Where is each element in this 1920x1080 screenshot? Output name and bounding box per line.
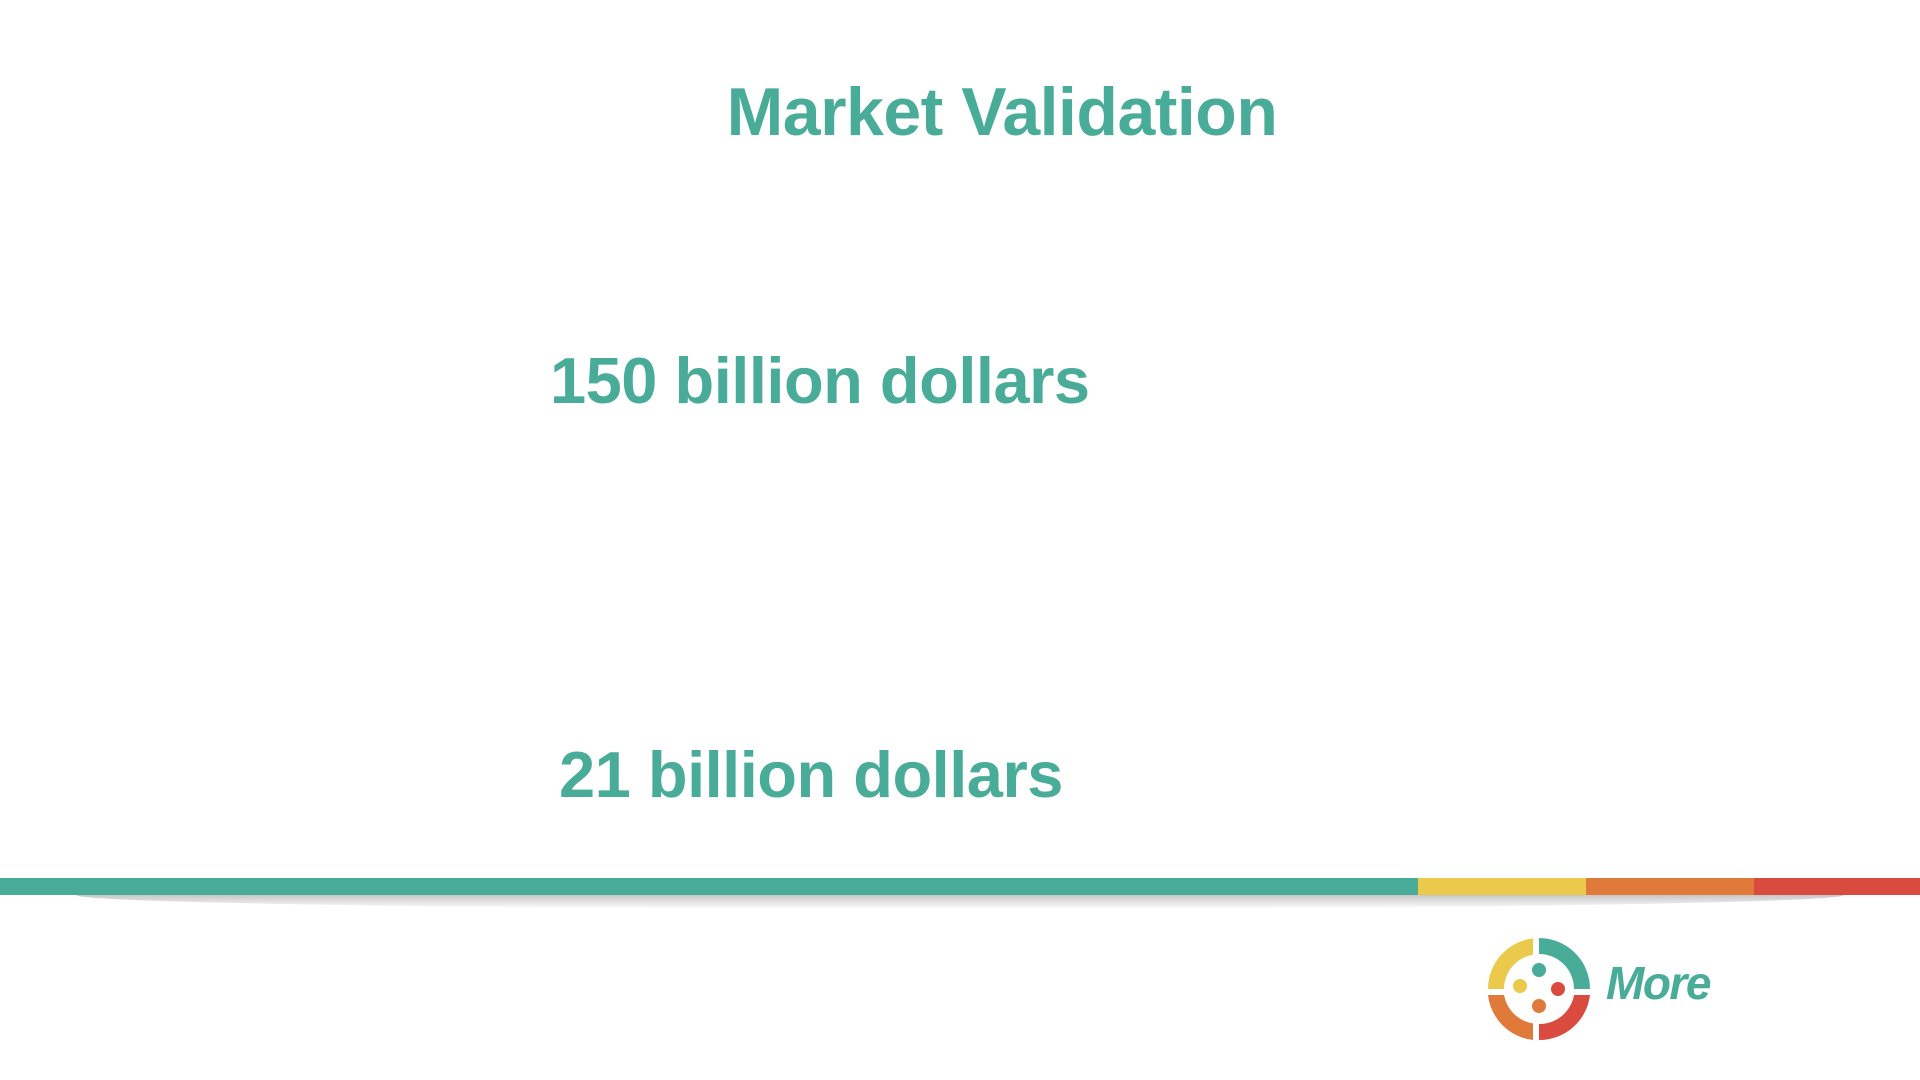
logo-wordmark: More (1606, 957, 1711, 1009)
stat-segment-size: 21 billion dollars (559, 738, 1063, 811)
slide-title: Market Validation (726, 74, 1278, 150)
footer-bar-red-segment (1754, 878, 1920, 895)
brand-logo: More (1484, 934, 1714, 1044)
footer-bar-yellow-segment (1418, 878, 1586, 895)
footer-shadow (76, 895, 1844, 909)
four-quadrant-people-icon (1488, 938, 1590, 1041)
stat-market-size: 150 billion dollars (550, 344, 1090, 417)
footer-bar-teal-segment (0, 878, 1418, 895)
footer-color-bar (0, 878, 1920, 895)
footer-bar-orange-segment (1586, 878, 1754, 895)
